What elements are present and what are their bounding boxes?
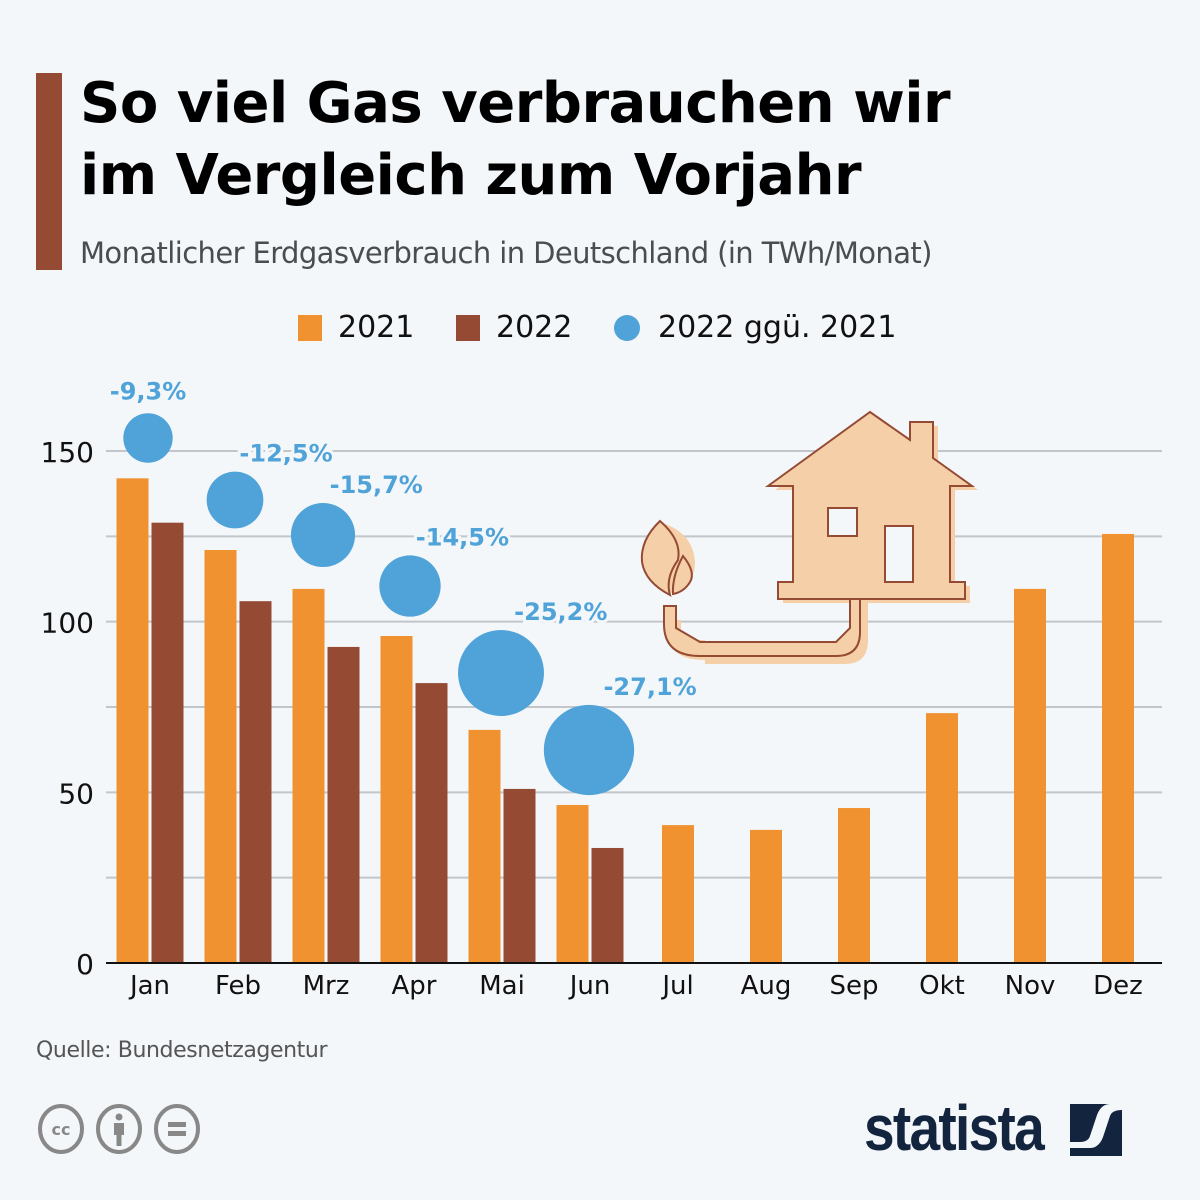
change-label: -25,2% — [514, 598, 607, 626]
x-axis-ticks: Jan Feb Mrz Apr Mai Jun Jul Aug Sep Okt Nov Dez — [128, 971, 1143, 1001]
x-tick-label: Aug — [741, 971, 792, 1001]
x-tick-label: Jan — [128, 971, 170, 1001]
y-tick-label: 150 — [41, 436, 94, 469]
legend-item-2022: 2022 — [456, 310, 572, 345]
change-label: -15,7% — [330, 471, 423, 499]
x-tick-label: Okt — [919, 971, 965, 1001]
change-label: -27,1% — [603, 673, 696, 701]
change-bubble-Mai — [458, 630, 544, 716]
x-tick-label: Apr — [392, 971, 437, 1001]
x-tick-label: Jul — [660, 971, 693, 1001]
legend-label-2021: 2021 — [338, 310, 415, 345]
chart-subtitle: Monatlicher Erdgasverbrauch in Deutschla… — [80, 236, 932, 270]
legend-label-change: 2022 ggü. 2021 — [658, 310, 897, 345]
y-tick-label: 50 — [58, 777, 94, 810]
attribution-icon[interactable] — [94, 1104, 144, 1154]
x-tick-label: Sep — [829, 971, 878, 1001]
statista-logo-mark-icon — [1070, 1104, 1123, 1156]
legend-dot-change — [614, 314, 640, 341]
bar-2021-Okt — [926, 713, 958, 963]
x-tick-label: Mrz — [303, 971, 350, 1001]
change-label: -9,3% — [110, 377, 187, 405]
chart-title: So viel Gas verbrauchen wir im Vergleich… — [80, 68, 1180, 212]
legend-swatch-2021 — [298, 314, 322, 341]
bar-2021-Nov — [1014, 588, 1046, 963]
house-gas-illustration — [640, 410, 978, 664]
x-tick-label: Mai — [479, 971, 525, 1001]
bar-2021-Aug — [750, 829, 782, 963]
bar-2021-Mrz — [292, 588, 325, 963]
legend-item-change: 2022 ggü. 2021 — [614, 310, 896, 345]
change-label: -14,5% — [416, 523, 509, 551]
bar-2022-Jun — [591, 847, 624, 963]
title-line-1: So viel Gas verbrauchen wir — [80, 71, 951, 136]
y-tick-label: 0 — [76, 948, 94, 981]
legend-item-2021: 2021 — [298, 310, 414, 345]
title-line-2: im Vergleich zum Vorjahr — [80, 143, 862, 208]
bar-2021-Feb — [204, 549, 237, 963]
title-accent-bar — [36, 73, 62, 270]
logo-text: statista — [864, 1092, 1045, 1164]
x-tick-label: Nov — [1005, 971, 1056, 1001]
change-bubble-Jan — [123, 413, 173, 463]
statista-logo[interactable]: statista — [864, 1092, 1126, 1164]
source-note: Quelle: Bundesnetzagentur — [36, 1038, 328, 1063]
x-tick-label: Jun — [568, 971, 611, 1001]
bar-2022-Apr — [415, 683, 448, 963]
bar-2021-Mai — [468, 729, 501, 963]
gridlines — [106, 450, 1162, 879]
svg-text:cc: cc — [52, 1120, 71, 1139]
change-label: -12,5% — [239, 440, 332, 468]
x-tick-label: Dez — [1093, 971, 1143, 1001]
legend: 2021 2022 2022 ggü. 2021 — [0, 310, 1200, 350]
creative-commons-icon[interactable]: cc — [36, 1104, 86, 1154]
bar-2021-Jul — [662, 825, 694, 963]
bar-2022-Mai — [503, 788, 536, 963]
legend-swatch-2022 — [456, 314, 480, 341]
bar-2022-Feb — [239, 601, 272, 963]
y-tick-label: 100 — [41, 607, 94, 640]
bar-2021-Dez — [1102, 533, 1134, 963]
change-bubbles: -9,3% -12,5% -15,7% -14,5% -25,2% -27,1% — [107, 374, 700, 796]
license-icons: cc — [36, 1104, 202, 1154]
bar-2021-Sep — [838, 808, 870, 963]
change-bubble-Mrz — [290, 502, 356, 568]
bar-2022-Mrz — [327, 646, 360, 963]
bar-2021-Apr — [380, 636, 413, 963]
change-bubble-Apr — [379, 555, 441, 617]
x-tick-label: Feb — [215, 971, 261, 1001]
bar-2021-Jun — [556, 804, 589, 963]
bars — [116, 478, 1134, 963]
change-bubble-Feb — [206, 471, 264, 529]
y-axis-ticks: 0 50 100 150 — [41, 436, 94, 981]
no-derivatives-icon[interactable] — [152, 1104, 202, 1154]
bar-2022-Jan — [151, 522, 184, 963]
change-bubble-Jun — [543, 704, 635, 796]
bar-2021-Jan — [116, 478, 149, 963]
legend-label-2022: 2022 — [496, 310, 573, 345]
